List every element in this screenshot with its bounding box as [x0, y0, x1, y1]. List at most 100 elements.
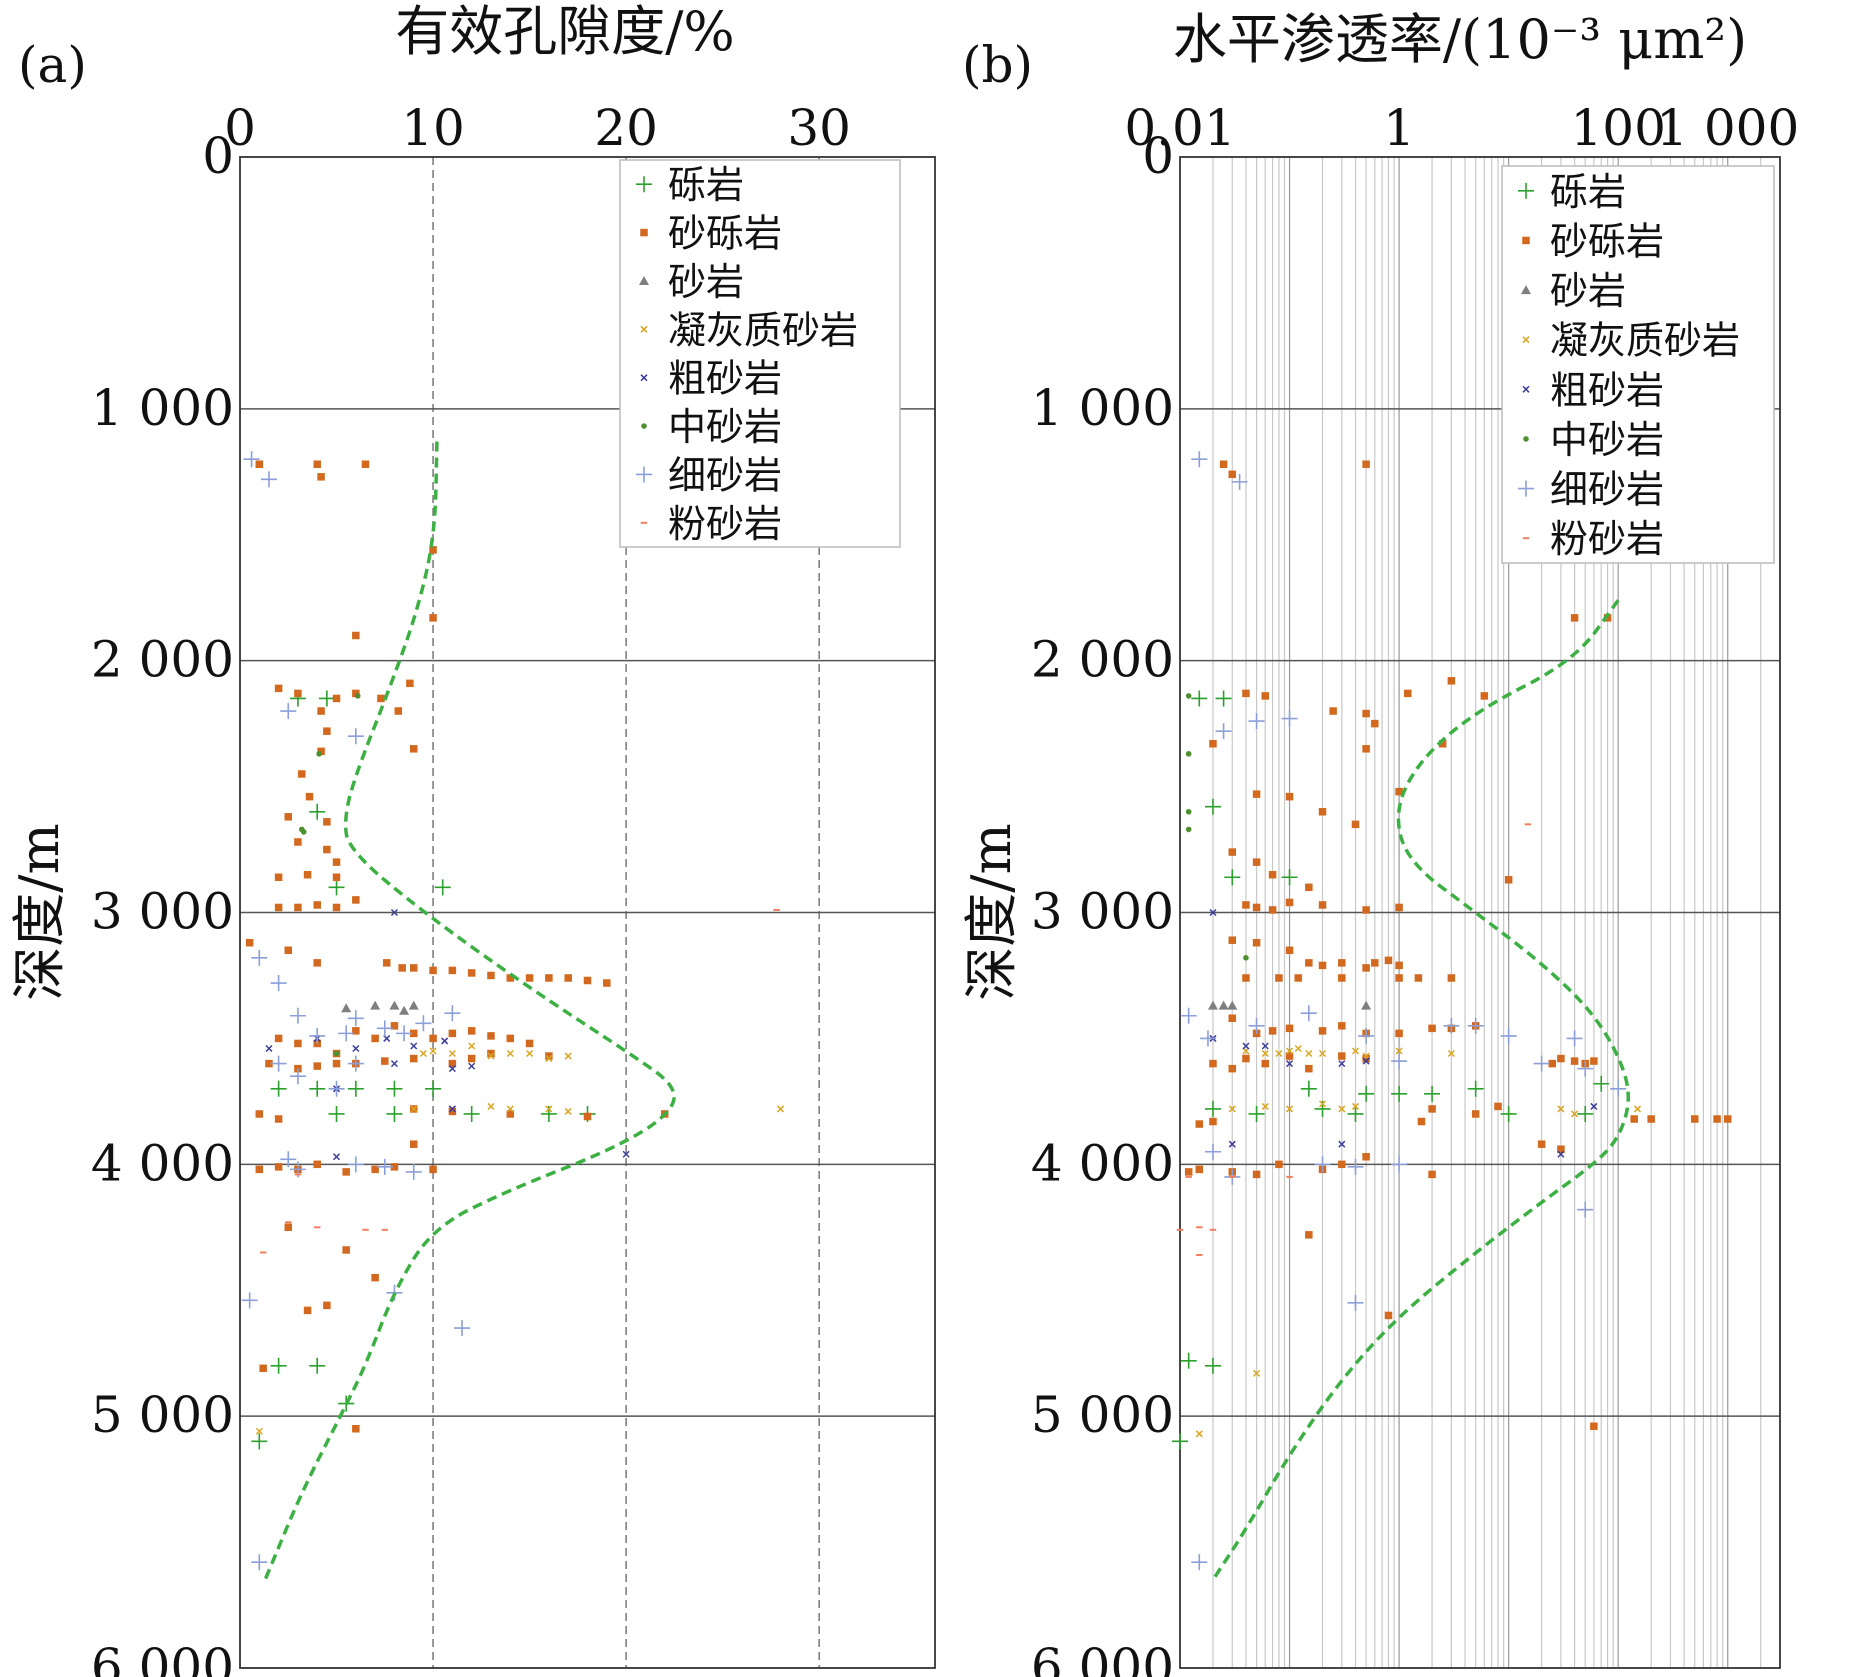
data-point [410, 1054, 418, 1063]
data-point [328, 879, 345, 896]
data-point [318, 690, 335, 707]
data-point [347, 1055, 364, 1072]
data-point [251, 949, 268, 966]
data-point [274, 1115, 283, 1123]
data-point [1723, 1115, 1732, 1123]
data-point [506, 974, 515, 982]
data-point [448, 966, 457, 975]
data-point [467, 1027, 476, 1035]
data-point [303, 1306, 312, 1315]
data-point [1395, 1029, 1403, 1038]
data-point [1227, 1000, 1238, 1010]
data-point [1713, 1115, 1721, 1123]
data-point [294, 689, 302, 698]
data-point [425, 1080, 442, 1097]
data-point [1305, 1049, 1313, 1058]
panel-title: 水平渗透率/(10⁻³ μm²) [1173, 8, 1747, 71]
data-point [1494, 1102, 1502, 1111]
data-point [1362, 709, 1370, 718]
data-point [410, 1042, 418, 1050]
data-point [1275, 1160, 1283, 1169]
data-point [1347, 1294, 1364, 1311]
x-tick-label: 1 [1383, 99, 1415, 157]
panel-label: (b) [962, 36, 1033, 94]
data-point [1261, 1049, 1269, 1058]
data-point [1252, 938, 1261, 947]
data-point [1570, 1057, 1579, 1065]
data-point [1384, 1311, 1393, 1320]
legend-label: 细砂岩 [668, 453, 782, 497]
data-point [1207, 1000, 1218, 1010]
data-point [506, 1105, 514, 1113]
data-point [323, 818, 331, 826]
data-point [1395, 1047, 1403, 1055]
data-point [1358, 1085, 1375, 1102]
data-point [313, 901, 321, 909]
y-tick-label: 4 000 [91, 1134, 234, 1192]
trend-line [1211, 599, 1630, 1581]
plot-frame [1179, 156, 1781, 1669]
data-point [564, 1107, 572, 1115]
data-point [399, 1005, 410, 1015]
data-point [284, 946, 293, 955]
data-point [316, 751, 322, 757]
data-point [564, 1052, 572, 1060]
legend-marker [640, 325, 648, 333]
legend-marker-x [640, 325, 648, 333]
data-point [1305, 959, 1313, 967]
legend-box [1501, 165, 1775, 564]
data-point [1281, 869, 1298, 886]
data-point [1242, 689, 1250, 698]
data-point [1261, 692, 1269, 700]
series-square [1184, 460, 1732, 1430]
data-point [1195, 1430, 1203, 1438]
legend-label: 中砂岩 [1550, 418, 1664, 462]
data-point [415, 1015, 432, 1032]
data-point [377, 694, 385, 703]
data-point [1571, 1110, 1579, 1118]
data-point [1275, 1049, 1283, 1058]
legend-marker [636, 466, 652, 483]
legend-box [619, 159, 901, 548]
data-point [487, 971, 495, 980]
data-point [309, 803, 326, 820]
legend-marker-square [640, 228, 648, 237]
data-point [1294, 974, 1302, 982]
data-point [1384, 956, 1393, 965]
data-point [410, 1105, 418, 1113]
data-point [1224, 869, 1241, 886]
legend-label: 粗砂岩 [668, 357, 782, 401]
data-point [506, 1110, 515, 1118]
data-point [1285, 792, 1294, 801]
data-point [1209, 740, 1217, 748]
data-point [1285, 898, 1294, 907]
data-point [1338, 1052, 1346, 1060]
legend-marker [1522, 236, 1530, 245]
data-point [289, 1068, 306, 1085]
data-point [1204, 798, 1221, 815]
data-point [545, 1055, 553, 1063]
data-point [347, 1156, 364, 1173]
data-point [467, 1054, 476, 1063]
data-point [506, 1034, 515, 1043]
data-point [1395, 903, 1403, 912]
data-point [274, 903, 283, 912]
data-point [1633, 1105, 1642, 1113]
data-point [1577, 1201, 1594, 1218]
data-point [1261, 1059, 1269, 1068]
legend-marker-x [640, 374, 648, 382]
legend-marker [640, 374, 648, 382]
data-point [1252, 858, 1261, 866]
data-point [583, 976, 592, 985]
y-axis-label: 深度/m [960, 823, 1023, 1000]
data-point [1305, 1064, 1313, 1073]
legend-marker-plus [1518, 182, 1534, 199]
legend-label: 砂岩 [1550, 269, 1626, 313]
series-dot [298, 693, 361, 1057]
data-point [1209, 1059, 1217, 1068]
data-point [429, 546, 437, 554]
data-point [1404, 689, 1412, 698]
data-point [1424, 1085, 1441, 1102]
